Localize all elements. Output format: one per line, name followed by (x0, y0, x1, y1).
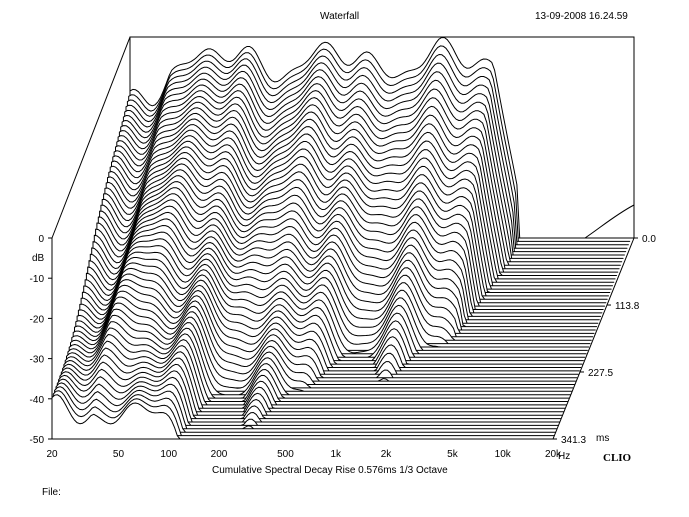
y-tick-label-2: -20 (30, 314, 45, 325)
x-tick-label-7: 5k (447, 449, 459, 460)
y-tick-label-1: -10 (30, 274, 45, 285)
z-axis-unit: ms (596, 433, 610, 444)
z-tick-label-3: 341.3 (561, 435, 586, 446)
x-tick-label-3: 200 (211, 449, 228, 460)
x-axis-ticks: 20 50 100 200 500 1k 2k 5k 10k 20k (46, 449, 562, 460)
right-depth-edge (552, 237, 635, 440)
decay-slice-59 (51, 394, 554, 440)
x-tick-label-0: 20 (46, 449, 58, 460)
z-axis-ticks: 0.0 113.8 227.5 341.3 (553, 234, 656, 446)
decay-slice-57 (54, 386, 557, 433)
chart-title: Waterfall (320, 11, 360, 22)
x-tick-label-4: 500 (277, 449, 294, 460)
y-tick-label-5: -50 (30, 435, 45, 446)
brand-logo: CLIO (603, 452, 632, 464)
left-top-edge (51, 36, 131, 239)
x-tick-label-5: 1k (330, 449, 342, 460)
y-tick-label-0: 0 (38, 234, 44, 245)
file-label: File: (42, 487, 61, 498)
x-axis-unit: Hz (558, 451, 571, 462)
y-tick-label-3: -30 (30, 355, 45, 366)
y-axis-ticks: 0 -10 -20 -30 -40 -50 (30, 234, 52, 446)
chart-subtitle: Cumulative Spectral Decay Rise 0.576ms 1… (212, 465, 448, 476)
x-tick-label-1: 50 (113, 449, 125, 460)
x-tick-label-9: 20k (545, 449, 562, 460)
x-tick-label-2: 100 (160, 449, 177, 460)
z-tick-label-1: 113.8 (615, 301, 640, 312)
decay-slice-56 (55, 382, 558, 430)
x-tick-label-8: 10k (495, 449, 512, 460)
x-tick-label-6: 2k (381, 449, 393, 460)
back-slice-tail (583, 204, 635, 239)
z-tick-label-2: 227.5 (588, 368, 613, 379)
timestamp: 13-09-2008 16.24.59 (535, 11, 628, 22)
y-tick-label-4: -40 (30, 395, 45, 406)
z-tick-label-0: 0.0 (642, 234, 656, 245)
y-axis-unit: dB (32, 253, 45, 264)
decay-curves (51, 37, 635, 440)
